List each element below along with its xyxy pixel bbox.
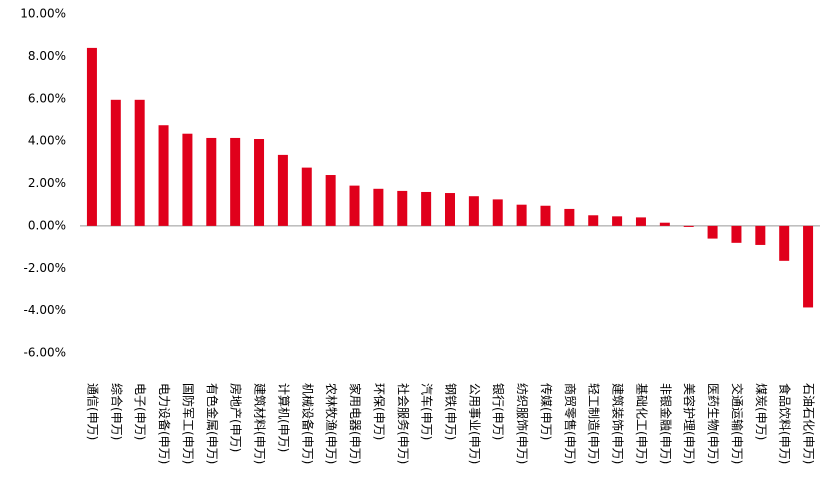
bar	[230, 137, 241, 226]
bar	[254, 139, 265, 226]
x-tick-label: 有色金属(申万)	[205, 383, 220, 464]
x-tick-label: 电力设备(申万)	[157, 383, 171, 464]
bar	[301, 167, 312, 226]
bar	[803, 225, 814, 308]
x-tick-label: 石油石化(申万)	[802, 383, 816, 464]
bar	[349, 185, 360, 226]
bar	[492, 199, 503, 226]
bar	[468, 196, 479, 226]
x-tick-label: 电子(申万)	[133, 383, 147, 440]
x-tick-label: 汽车(申万)	[420, 383, 435, 440]
x-tick-label: 商贸零售(申万)	[563, 383, 578, 464]
x-tick-label: 公用事业(申万)	[467, 383, 481, 464]
x-tick-label: 钢铁(申万)	[444, 383, 458, 440]
x-tick-label: 轻工制造(申万)	[587, 383, 601, 464]
x-tick-label: 食品饮料(申万)	[778, 383, 793, 464]
x-tick-label: 计算机(申万)	[276, 383, 291, 452]
y-tick-label: 10.00%	[20, 7, 66, 21]
x-tick-label: 家用电器(申万)	[348, 383, 363, 464]
bar	[397, 190, 408, 226]
y-tick-label: 6.00%	[28, 91, 66, 105]
bar	[540, 205, 551, 226]
bar	[86, 47, 97, 226]
x-tick-label: 基础化工(申万)	[634, 383, 648, 464]
bar	[755, 225, 766, 245]
bar	[731, 225, 742, 243]
x-tick-label: 建筑装饰(申万)	[611, 383, 626, 464]
bar	[445, 193, 455, 226]
y-tick-label: 0.00%	[28, 218, 66, 232]
bar	[182, 133, 193, 226]
y-tick-label: 4.00%	[28, 134, 66, 148]
bar	[564, 208, 575, 226]
x-tick-label: 煤炭(申万)	[754, 383, 768, 440]
x-tick-label: 银行(申万)	[491, 383, 505, 440]
x-tick-label: 美容护理(申万)	[682, 383, 697, 464]
x-tick-label: 非银金融(申万)	[658, 383, 673, 464]
y-tick-label: -6.00%	[24, 346, 66, 360]
bar	[635, 217, 646, 226]
x-tick-label: 交通运输(申万)	[730, 383, 745, 464]
bar	[683, 225, 694, 227]
x-tick-label: 机械设备(申万)	[300, 383, 315, 464]
bar	[516, 204, 527, 226]
y-tick-label: 8.00%	[28, 49, 66, 63]
x-tick-label: 传媒(申万)	[539, 383, 554, 440]
bar	[158, 125, 169, 226]
bar	[588, 215, 599, 226]
y-tick-label: -4.00%	[24, 303, 66, 317]
bar	[659, 222, 670, 226]
bar	[707, 225, 718, 239]
x-tick-label: 农林牧渔(申万)	[324, 383, 338, 464]
bar	[373, 188, 384, 226]
y-tick-label: 2.00%	[28, 176, 66, 190]
x-tick-label: 环保(申万)	[372, 383, 386, 440]
bar	[612, 216, 623, 226]
bar	[206, 137, 217, 226]
bar	[779, 225, 790, 261]
x-tick-label: 综合(申万)	[109, 383, 124, 440]
bar	[325, 175, 336, 226]
bar	[421, 191, 432, 226]
x-tick-label: 国防军工(申万)	[181, 383, 196, 464]
x-tick-label: 建筑材料(申万)	[253, 383, 268, 464]
bar	[277, 154, 288, 226]
x-tick-label: 医药生物(申万)	[706, 383, 720, 464]
y-tick-label: -2.00%	[24, 261, 66, 275]
bar	[110, 99, 121, 226]
bar	[134, 99, 145, 226]
x-tick-label: 通信(申万)	[85, 383, 99, 440]
x-tick-label: 社会服务(申万)	[396, 383, 411, 464]
x-tick-label: 纺织服饰(申万)	[515, 383, 529, 464]
x-tick-label: 房地产(申万)	[229, 383, 244, 452]
